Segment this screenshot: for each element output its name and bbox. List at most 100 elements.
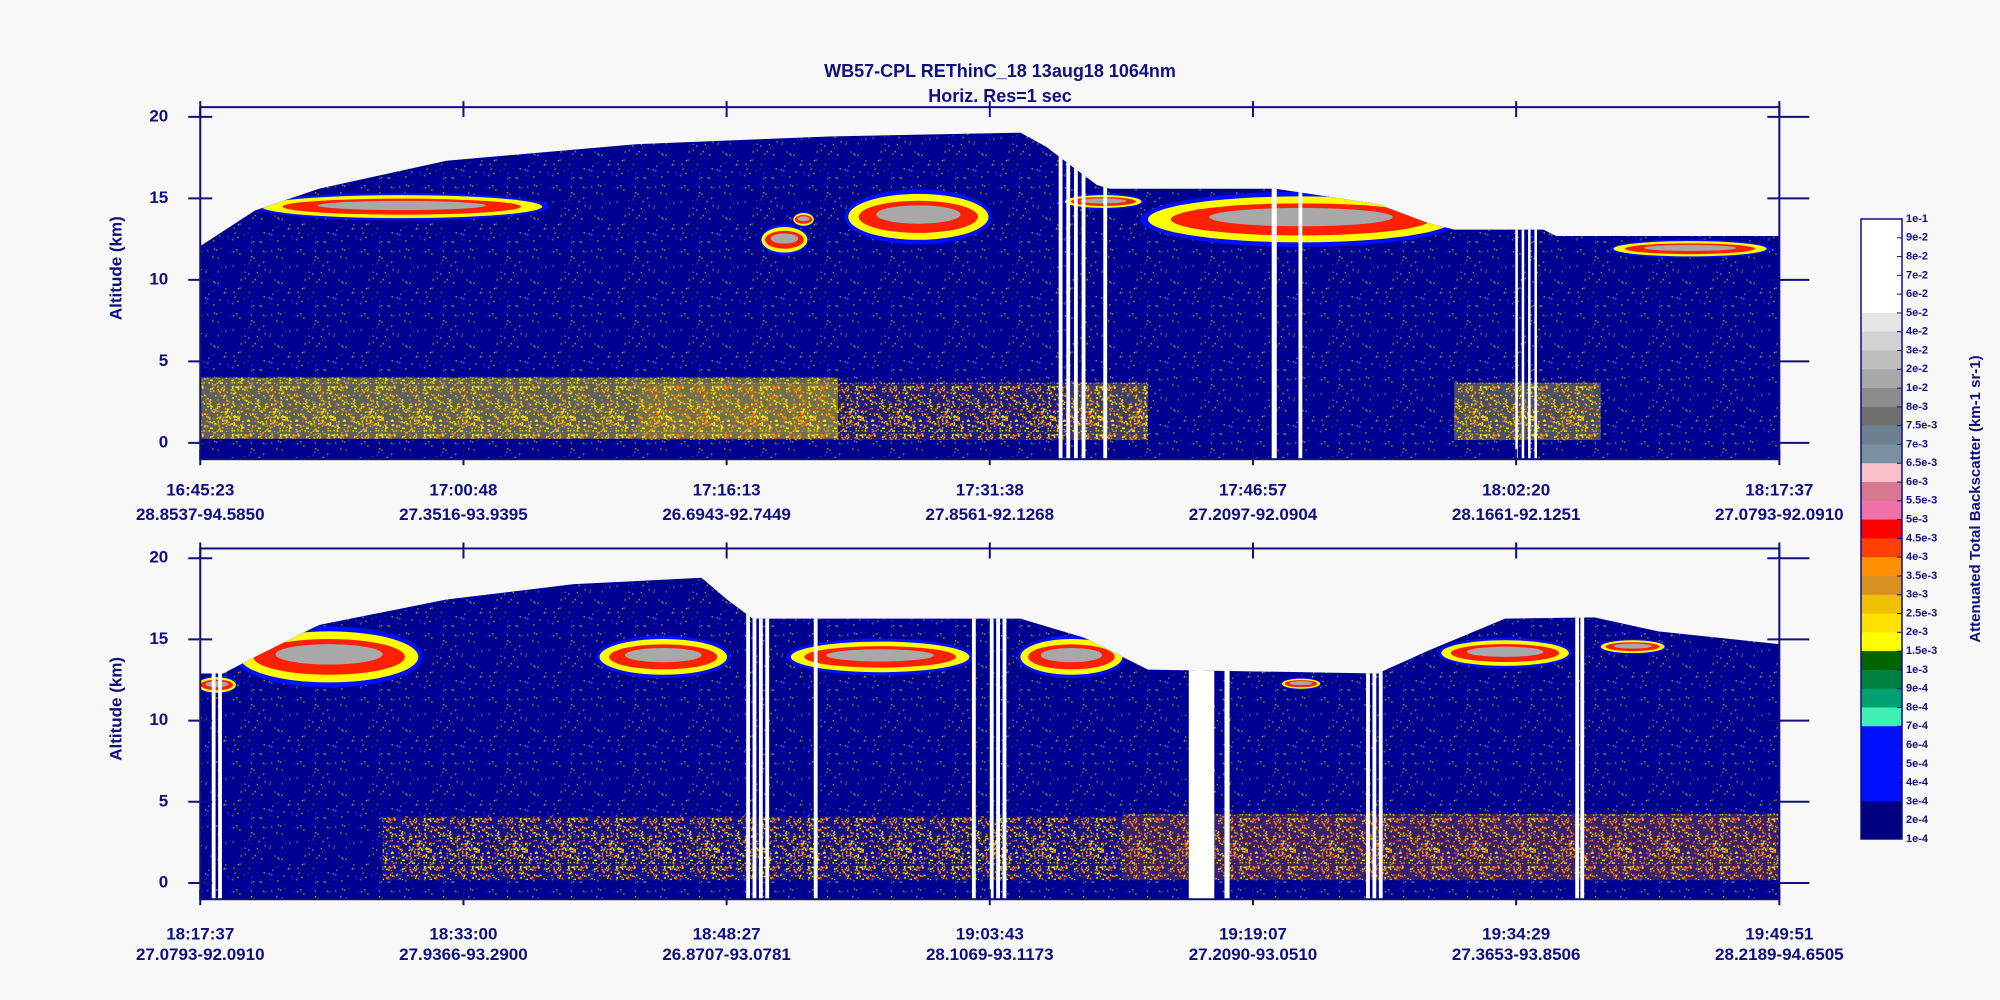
cloud-core xyxy=(625,647,702,663)
colorbar-tick-label: 9e-2 xyxy=(1906,232,1928,244)
colorbar-swatch xyxy=(1861,463,1902,483)
colorbar-tick-label: 5e-2 xyxy=(1906,307,1928,319)
y-axis-title: Altitude (km) xyxy=(106,216,125,320)
colorbar-swatch xyxy=(1861,782,1902,802)
data-gap xyxy=(1103,132,1108,460)
colorbar-swatch xyxy=(1861,312,1902,333)
colorbar-tick-label: 6e-2 xyxy=(1906,288,1928,300)
colorbar-swatch xyxy=(1861,294,1902,314)
y-tick-label: 20 xyxy=(149,548,168,567)
colorbar-tick-label: 8e-3 xyxy=(1906,401,1928,413)
colorbar-tick-label: 8e-2 xyxy=(1906,250,1928,262)
x-location-label: 28.8537-94.5850 xyxy=(136,505,265,524)
colorbar-tick-label: 7e-2 xyxy=(1906,269,1928,281)
colorbar-tick-label: 4e-3 xyxy=(1906,551,1928,563)
aerosol-layer xyxy=(1122,813,1780,881)
colorbar-swatch xyxy=(1861,801,1902,821)
x-tick-label: 18:33:00 xyxy=(429,924,497,943)
x-location-label: 27.8561-92.1268 xyxy=(926,505,1055,524)
colorbar-tick-label: 5.5e-3 xyxy=(1906,495,1937,507)
cloud-core xyxy=(1644,244,1736,252)
colorbar-swatch xyxy=(1861,425,1902,445)
data-gap xyxy=(813,577,818,900)
aerosol-layer xyxy=(1454,382,1601,441)
x-location-label: 28.2189-94.6505 xyxy=(1715,945,1844,964)
colorbar-tick-label: 9e-4 xyxy=(1906,683,1929,695)
colorbar-swatch xyxy=(1861,406,1902,427)
x-location-label: 26.8707-93.0781 xyxy=(662,945,791,964)
x-location-label: 27.3653-93.8506 xyxy=(1452,945,1581,964)
colorbar-swatch xyxy=(1861,594,1902,615)
colorbar-tick-label: 3.5e-3 xyxy=(1906,570,1937,582)
x-tick-label: 17:31:38 xyxy=(956,481,1024,500)
colorbar-tick-label: 7e-3 xyxy=(1906,438,1928,450)
colorbar-tick-label: 3e-4 xyxy=(1906,795,1929,807)
colorbar-swatch xyxy=(1861,482,1902,502)
data-gap xyxy=(1058,132,1063,460)
colorbar-swatch xyxy=(1861,275,1902,295)
colorbar-swatch xyxy=(1861,688,1902,708)
colorbar-swatch xyxy=(1861,350,1902,370)
colorbar-tick-label: 2e-3 xyxy=(1906,626,1928,638)
colorbar-swatch xyxy=(1861,669,1902,690)
data-gap xyxy=(765,577,770,900)
colorbar-swatch xyxy=(1861,369,1902,389)
x-location-label: 27.0793-92.0910 xyxy=(136,945,265,964)
colorbar-frame xyxy=(1860,218,1903,840)
y-tick-label: 10 xyxy=(149,710,168,729)
x-tick-label: 18:17:37 xyxy=(1745,481,1813,500)
colorbar-tick-label: 7e-4 xyxy=(1906,720,1929,732)
y-tick-label: 0 xyxy=(159,432,168,451)
colorbar-swatch xyxy=(1861,237,1902,258)
colorbar-tick-label: 2e-4 xyxy=(1906,814,1929,826)
data-gap xyxy=(1372,577,1377,900)
y-tick-label: 15 xyxy=(149,188,168,207)
data-gap xyxy=(211,577,216,900)
data-gap xyxy=(1521,132,1525,460)
colorbar-swatch xyxy=(1861,707,1902,727)
data-gap xyxy=(1515,132,1518,460)
colorbar-swatch xyxy=(1861,219,1902,239)
chart-title: WB57-CPL REThinC_18 13aug18 1064nm xyxy=(824,61,1176,81)
colorbar-swatch xyxy=(1861,519,1902,539)
x-location-label: 26.6943-92.7449 xyxy=(662,505,791,524)
data-gap xyxy=(1575,577,1580,900)
cloud-core xyxy=(317,200,486,211)
chart-subtitle: Horiz. Res=1 sec xyxy=(928,86,1072,106)
x-tick-label: 19:49:51 xyxy=(1745,924,1813,943)
cloud-core xyxy=(1080,198,1127,204)
y-tick-label: 20 xyxy=(149,106,168,125)
data-gap xyxy=(1081,132,1086,460)
curtain xyxy=(200,577,1780,900)
colorbar-tick-label: 3e-3 xyxy=(1906,589,1928,601)
data-gap xyxy=(1366,577,1370,900)
colorbar-swatch xyxy=(1861,632,1902,652)
data-gap xyxy=(996,577,1000,900)
aerosol-layer xyxy=(637,382,1148,441)
colorbar-tick-label: 6.5e-3 xyxy=(1906,457,1937,469)
data-gap xyxy=(746,577,750,900)
colorbar-tick-label: 7.5e-3 xyxy=(1906,420,1937,432)
data-gap xyxy=(1298,132,1303,460)
data-gap xyxy=(758,577,763,900)
colorbar-swatch xyxy=(1861,557,1902,577)
x-location-label: 27.2090-93.0510 xyxy=(1189,945,1318,964)
data-gap xyxy=(752,577,757,900)
x-tick-label: 17:46:57 xyxy=(1219,481,1287,500)
data-gap xyxy=(1002,577,1007,900)
colorbar-swatch xyxy=(1861,575,1902,596)
x-tick-label: 19:19:07 xyxy=(1219,924,1287,943)
colorbar-tick-label: 2.5e-3 xyxy=(1906,607,1937,619)
cloud-core xyxy=(770,233,799,244)
data-gap xyxy=(218,577,222,900)
colorbar-tick-label: 6e-3 xyxy=(1906,476,1928,488)
cloud-core xyxy=(1289,681,1313,686)
data-gap xyxy=(971,577,976,900)
colorbar-swatch xyxy=(1861,444,1902,464)
colorbar-tick-label: 8e-4 xyxy=(1906,701,1929,713)
x-tick-label: 16:45:23 xyxy=(166,481,234,500)
x-tick-label: 19:03:43 xyxy=(956,924,1024,943)
colorbar-swatch xyxy=(1861,820,1902,840)
colorbar-swatch xyxy=(1861,726,1902,746)
